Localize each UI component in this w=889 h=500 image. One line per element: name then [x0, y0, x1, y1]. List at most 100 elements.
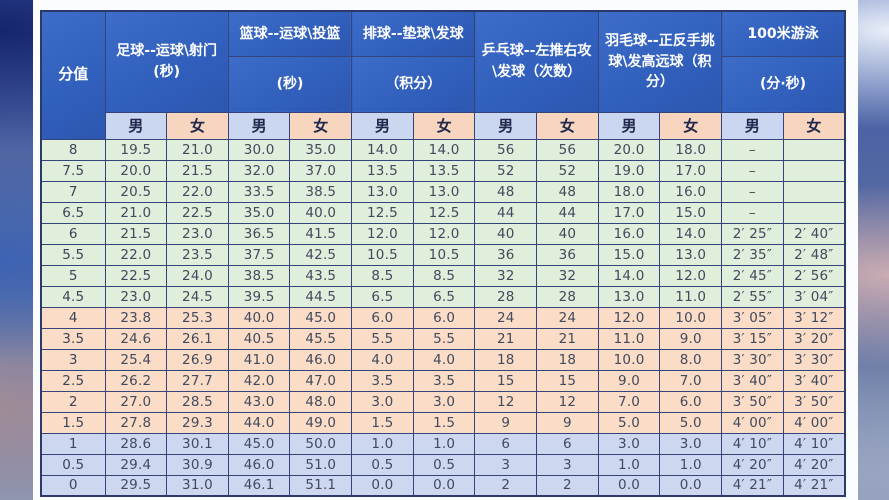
- value-cell: 40: [536, 222, 599, 245]
- value-cell: 37.0: [289, 159, 353, 182]
- value-cell: –: [721, 180, 784, 203]
- score-row-0.5: 0.5 29.4 30.9 46.0 51.0 0.5 0.5 3 3 1.0 1.0 4′ 20″ 4…: [40, 453, 846, 476]
- score-row-3: 3 25.4 26.9 41.0 46.0 4.0 4.0 18 18 10.0 8.0 3′ 30″…: [40, 348, 846, 371]
- value-cell: 21: [536, 327, 599, 350]
- value-cell: 48: [536, 180, 599, 203]
- value-cell: 45.5: [289, 327, 353, 350]
- value-cell: 32: [536, 264, 599, 287]
- value-cell: 40.0: [289, 201, 353, 224]
- value-cell: 3.5: [351, 369, 414, 392]
- value-cell: 16.0: [659, 180, 723, 203]
- value-cell: [782, 201, 846, 224]
- value-cell: 42.5: [289, 243, 353, 266]
- value-cell: 29.5: [104, 474, 168, 497]
- value-cell: 6.0: [351, 306, 414, 329]
- value-cell: 16.0: [597, 222, 661, 245]
- value-cell: 24: [536, 306, 599, 329]
- value-cell: 4′ 00″: [721, 411, 784, 434]
- value-cell: 44.0: [227, 411, 291, 434]
- value-cell: 18.0: [659, 138, 723, 161]
- value-cell: 8.5: [412, 264, 476, 287]
- value-cell: 23.0: [166, 222, 229, 245]
- value-cell: 19.0: [597, 159, 661, 182]
- value-cell: 10.0: [597, 348, 661, 371]
- value-cell: 44: [536, 201, 599, 224]
- score-row-6: 6 21.5 23.0 36.5 41.5 12.0 12.0 40 40 16.0 14.0 2′ …: [40, 222, 846, 245]
- score-cell: 3.5: [40, 327, 106, 350]
- header-basketball-title: 篮球--运球\投篮: [227, 10, 353, 57]
- value-cell: 9: [536, 411, 599, 434]
- value-cell: 3′ 04″: [782, 285, 846, 308]
- header-volleyball-unit: （积分）: [351, 55, 476, 113]
- value-cell: 26.9: [166, 348, 229, 371]
- value-cell: [782, 180, 846, 203]
- value-cell: 14.0: [597, 264, 661, 287]
- value-cell: 50.0: [289, 432, 353, 455]
- header-swimming-unit: (分·秒): [721, 55, 846, 113]
- value-cell: 0.0: [351, 474, 414, 497]
- value-cell: 12.5: [412, 201, 476, 224]
- value-cell: 3′ 15″: [721, 327, 784, 350]
- score-row-5: 5 22.5 24.0 38.5 43.5 8.5 8.5 32 32 14.0 12.0 2′ 45…: [40, 264, 846, 287]
- value-cell: 15.0: [597, 243, 661, 266]
- header-tabletennis: 乒乓球--左推右攻\发球（次数）: [474, 10, 599, 113]
- value-cell: 5.5: [412, 327, 476, 350]
- value-cell: 39.5: [227, 285, 291, 308]
- value-cell: 15: [474, 369, 538, 392]
- header-volleyball-title: 排球--垫球\发球: [351, 10, 476, 57]
- value-cell: 2′ 48″: [782, 243, 846, 266]
- value-cell: 45.0: [289, 306, 353, 329]
- value-cell: 32.0: [227, 159, 291, 182]
- value-cell: 12.5: [351, 201, 414, 224]
- value-cell: 23.8: [104, 306, 168, 329]
- value-cell: 56: [536, 138, 599, 161]
- score-cell: 3: [40, 348, 106, 371]
- value-cell: 12.0: [412, 222, 476, 245]
- gender-header-male-swimming: 男: [721, 111, 784, 140]
- score-cell: 6: [40, 222, 106, 245]
- value-cell: 12.0: [351, 222, 414, 245]
- value-cell: 31.0: [166, 474, 229, 497]
- score-row-2.5: 2.5 26.2 27.7 42.0 47.0 3.5 3.5 15 15 9.0 7.0 3′ 40…: [40, 369, 846, 392]
- value-cell: 3.0: [597, 432, 661, 455]
- value-cell: 35.0: [289, 138, 353, 161]
- score-cell: 7.5: [40, 159, 106, 182]
- value-cell: 20.0: [104, 159, 168, 182]
- header-row-gender: 男女男女男女男女男女男女: [41, 111, 846, 140]
- value-cell: 27.8: [104, 411, 168, 434]
- score-cell: 0: [40, 474, 106, 497]
- value-cell: 0.5: [351, 453, 414, 476]
- value-cell: 3.0: [412, 390, 476, 413]
- gender-header-male-basketball: 男: [227, 111, 291, 140]
- value-cell: 0.0: [659, 474, 723, 497]
- score-cell: 5.5: [40, 243, 106, 266]
- gender-header-female-basketball: 女: [289, 111, 353, 140]
- score-row-5.5: 5.5 22.0 23.5 37.5 42.5 10.5 10.5 36 36 15.0 13.0 2…: [40, 243, 846, 266]
- score-cell: 2: [40, 390, 106, 413]
- value-cell: 3′ 30″: [782, 348, 846, 371]
- value-cell: 0.0: [412, 474, 476, 497]
- value-cell: 46.0: [227, 453, 291, 476]
- gender-header-male-tabletennis: 男: [474, 111, 538, 140]
- value-cell: 8.0: [659, 348, 723, 371]
- score-cell: 2.5: [40, 369, 106, 392]
- value-cell: 4′ 00″: [782, 411, 846, 434]
- value-cell: 17.0: [659, 159, 723, 182]
- sports-scoring-table: 分值 足球--运球\射门 (秒) 篮球--运球\投篮 排球--垫球\发球 乒乓球…: [40, 10, 846, 497]
- value-cell: 14.0: [659, 222, 723, 245]
- value-cell: 3.5: [412, 369, 476, 392]
- value-cell: [782, 138, 846, 161]
- value-cell: 12.0: [659, 264, 723, 287]
- value-cell: 13.0: [351, 180, 414, 203]
- value-cell: 3′ 40″: [782, 369, 846, 392]
- value-cell: 15.0: [659, 201, 723, 224]
- value-cell: 45.0: [227, 432, 291, 455]
- value-cell: 23.5: [166, 243, 229, 266]
- value-cell: 20.0: [597, 138, 661, 161]
- value-cell: 13.5: [412, 159, 476, 182]
- value-cell: 20.5: [104, 180, 168, 203]
- value-cell: 56: [474, 138, 538, 161]
- value-cell: 23.0: [104, 285, 168, 308]
- value-cell: 46.0: [289, 348, 353, 371]
- value-cell: 44.5: [289, 285, 353, 308]
